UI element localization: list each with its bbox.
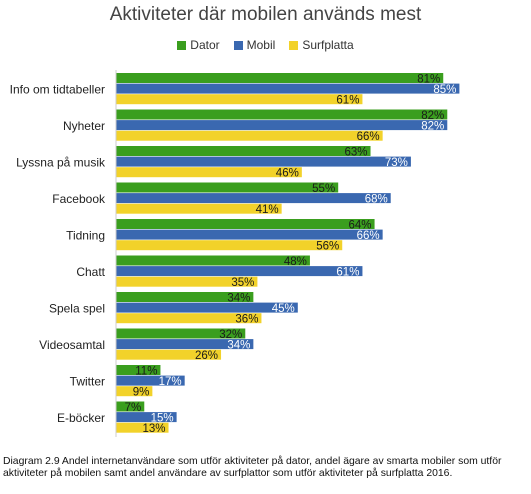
legend-swatch: [289, 40, 299, 50]
bar-value-label: 46%: [276, 168, 299, 180]
bar-value-label: 35%: [231, 277, 254, 289]
legend: Dator Mobil Surfplatta: [0, 38, 531, 52]
bar-value-label: 56%: [316, 241, 339, 253]
bar-value-label: 34%: [227, 340, 250, 352]
bar-mobil: [116, 156, 411, 167]
legend-label: Surfplatta: [302, 38, 354, 52]
bar-dator: [116, 292, 254, 302]
bar-value-label: 13%: [142, 423, 165, 435]
bar-dator: [116, 73, 444, 83]
category-label: E-böcker: [57, 411, 105, 425]
bar-dator: [116, 255, 310, 266]
bar-value-label: 45%: [272, 303, 295, 315]
bar-value-label: 36%: [235, 314, 258, 326]
bar-value-label: 68%: [365, 194, 388, 206]
bar-value-label: 64%: [349, 220, 372, 232]
bar-dator: [116, 219, 375, 229]
bar-value-label: 61%: [336, 95, 359, 107]
bar-mobil: [116, 302, 298, 313]
category-label: Lyssna på musik: [16, 155, 106, 169]
bar-mobil: [116, 193, 391, 204]
bar-surfplatta: [116, 313, 262, 324]
bar-value-label: 7%: [125, 402, 142, 414]
bar-value-label: 11%: [135, 366, 157, 378]
bar-value-label: 41%: [256, 204, 279, 216]
bar-surfplatta: [116, 94, 363, 105]
bar-surfplatta: [116, 386, 153, 397]
bar-dator: [116, 109, 448, 120]
caption: Diagram 2.9 Andel internetanvändare som …: [3, 456, 502, 480]
bar-value-label: 81%: [417, 74, 440, 86]
bar-mobil: [116, 229, 383, 240]
bar-surfplatta: [116, 349, 222, 360]
bar-surfplatta: [116, 422, 169, 433]
bar-surfplatta: [116, 276, 258, 287]
bar-value-label: 85%: [433, 84, 456, 96]
bar-value-label: 73%: [385, 157, 408, 169]
bar-mobil: [116, 120, 448, 131]
legend-item-dator: Dator: [177, 38, 220, 52]
bar-dator: [116, 401, 145, 412]
bar-value-label: 63%: [344, 147, 367, 159]
legend-swatch: [233, 40, 243, 50]
category-label: Twitter: [70, 374, 105, 388]
bar-value-label: 66%: [357, 230, 380, 242]
legend-item-surfplatta: Surfplatta: [289, 38, 354, 52]
bar-surfplatta: [116, 130, 383, 141]
chart-title: Aktiviteter där mobilen används mest: [109, 4, 422, 25]
bar-mobil: [116, 266, 363, 277]
bar-value-label: 55%: [312, 183, 335, 195]
bar-value-label: 9%: [133, 387, 150, 399]
bar-value-label: 66%: [357, 131, 380, 143]
bar-mobil: [116, 375, 185, 386]
category-label: Tidning: [66, 228, 105, 242]
bar-value-label: 61%: [336, 267, 359, 279]
category-label: Videosamtal: [39, 338, 105, 352]
category-label: Nyheter: [63, 119, 105, 133]
bar-value-label: 34%: [227, 293, 250, 305]
category-label: Info om tidtabeller: [10, 82, 105, 96]
bar-surfplatta: [116, 203, 282, 214]
bar-mobil: [116, 83, 460, 94]
bar-value-label: 48%: [284, 256, 307, 268]
bar-chart: Info om tidtabeller 81%85% 61% Nyheter 82%82…: [10, 70, 460, 437]
bar-value-label: 82%: [421, 110, 444, 122]
legend-label: Mobil: [246, 38, 276, 52]
bar-mobil: [116, 412, 177, 423]
bar-mobil: [116, 339, 254, 350]
bar-surfplatta: [116, 240, 343, 251]
bar-dator: [116, 328, 246, 339]
bar-value-label: 17%: [159, 376, 182, 388]
bar-value-label: 32%: [219, 329, 242, 341]
category-label: Chatt: [76, 265, 105, 279]
legend-item-mobil: Mobil: [233, 38, 276, 52]
bar-value-label: 26%: [195, 350, 218, 362]
bar-dator: [116, 365, 161, 375]
category-label: Spela spel: [49, 301, 105, 315]
category-label: Facebook: [52, 192, 106, 206]
bar-value-label: 82%: [421, 121, 444, 133]
legend-swatch: [177, 40, 187, 50]
bar-dator: [116, 146, 371, 156]
legend-label: Dator: [190, 38, 220, 52]
bar-value-label: 15%: [151, 413, 174, 425]
bar-dator: [116, 182, 339, 193]
bar-surfplatta: [116, 167, 302, 178]
